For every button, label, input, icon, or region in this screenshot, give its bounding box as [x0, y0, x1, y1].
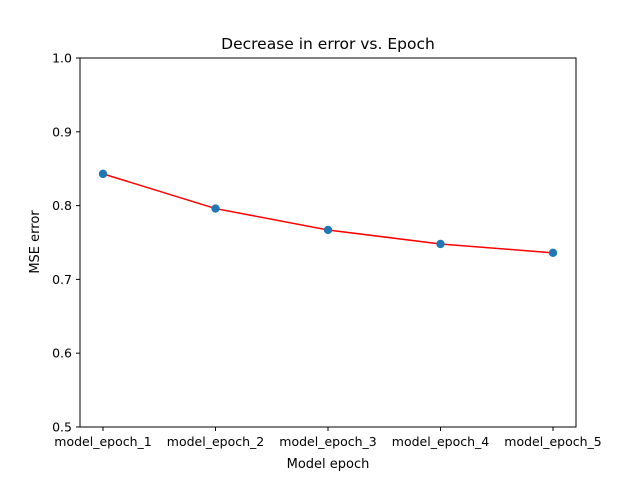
y-tick-label: 0.9 [52, 124, 72, 139]
x-tick-label: model_epoch_5 [504, 434, 601, 449]
y-tick-label: 0.6 [52, 346, 72, 361]
data-point [98, 169, 108, 179]
data-point [211, 204, 220, 213]
y-axis-ticks: 0.5 0.6 0.7 0.8 0.9 1.0 [52, 51, 80, 435]
y-tick-label: 0.8 [52, 198, 72, 213]
x-tick-label: model_epoch_1 [54, 434, 151, 449]
data-point [436, 239, 445, 249]
plot-series [98, 169, 558, 258]
y-tick-label: 1.0 [52, 51, 72, 66]
x-tick-label: model_epoch_4 [392, 434, 489, 449]
x-tick-label: model_epoch_3 [279, 434, 376, 449]
data-point [323, 225, 333, 235]
plot-frame [79, 57, 577, 428]
y-axis-label: MSE error [28, 210, 43, 274]
data-point [548, 248, 558, 258]
x-axis-ticks: model_epoch_1 model_epoch_2 model_epoch_3 m… [54, 427, 602, 449]
x-axis-label: Model epoch [287, 457, 370, 472]
x-tick-label: model_epoch_2 [167, 434, 264, 449]
y-tick-label: 0.7 [52, 272, 72, 287]
chart-title: Decrease in error vs. Epoch [221, 35, 435, 53]
y-tick-label: 0.5 [52, 420, 72, 435]
